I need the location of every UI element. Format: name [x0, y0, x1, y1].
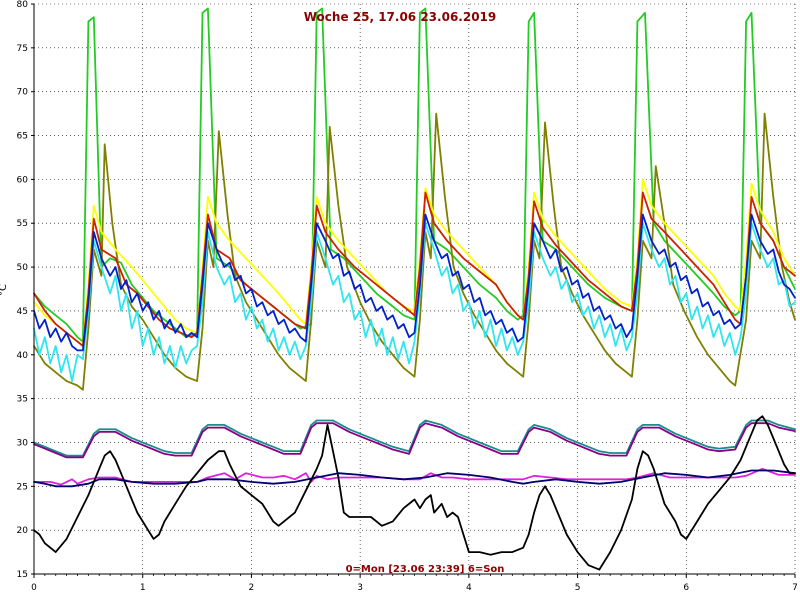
series-line-5: [33, 222, 796, 382]
x-tick-label: 6: [683, 583, 689, 593]
y-axis-label: °C: [0, 284, 9, 296]
y-tick-label: 20: [17, 526, 29, 536]
x-tick-label: 2: [249, 583, 255, 593]
x-tick-label: 4: [466, 583, 472, 593]
x-tick-label: 3: [357, 583, 363, 593]
y-tick-label: 45: [17, 307, 28, 317]
y-tick-label: 55: [17, 219, 28, 229]
y-tick-label: 50: [17, 263, 29, 273]
y-tick-label: 35: [17, 395, 28, 405]
series-line-4: [33, 191, 796, 347]
y-tick-label: 65: [17, 132, 28, 142]
y-tick-label: 60: [17, 175, 29, 185]
chart-title: Woche 25, 17.06 23.06.2019: [304, 10, 497, 24]
y-tick-label: 80: [17, 0, 29, 10]
y-tick-label: 15: [17, 570, 28, 580]
chart-footer: 0=Mon [23.06 23:39] 6=Son: [346, 564, 505, 575]
series-line-8: [33, 422, 796, 459]
y-tick-label: 40: [17, 351, 29, 361]
series-layer: [33, 7, 796, 571]
series-line-7: [33, 419, 796, 457]
x-tick-label: 1: [140, 583, 146, 593]
x-tick-label: 5: [575, 583, 581, 593]
series-line-11: [33, 415, 796, 571]
x-tick-label: 7: [792, 583, 798, 593]
y-tick-label: 75: [17, 44, 28, 54]
x-tick-label: 0: [31, 583, 37, 593]
y-tick-label: 30: [17, 438, 29, 448]
y-tick-label: 25: [17, 482, 28, 492]
y-tick-label: 70: [17, 88, 29, 98]
series-line-6: [33, 213, 796, 352]
